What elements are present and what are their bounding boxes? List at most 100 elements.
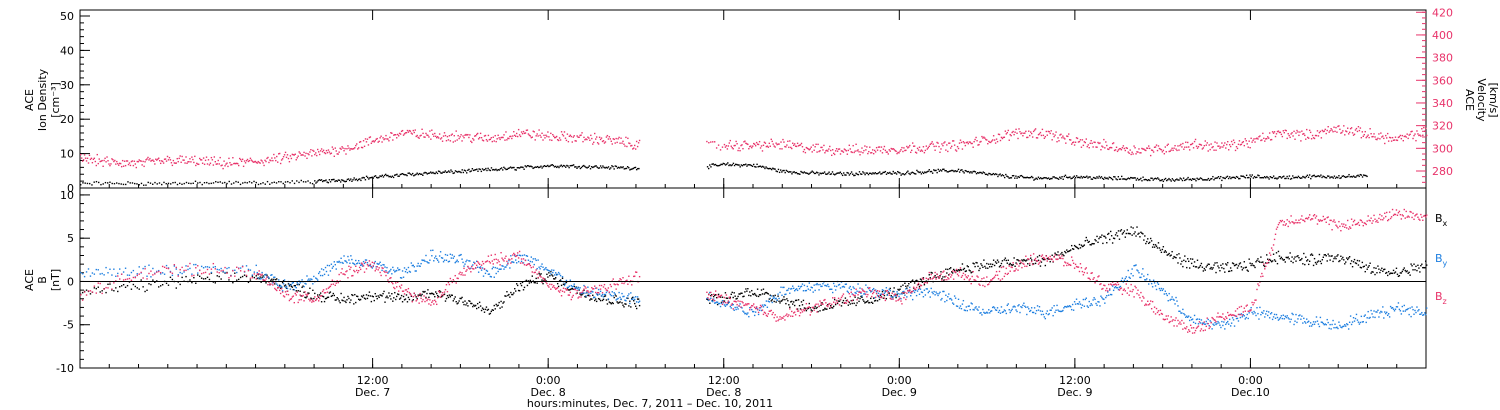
data-point	[733, 144, 735, 147]
data-point	[885, 297, 888, 300]
data-point	[1385, 134, 1387, 137]
data-point	[763, 166, 765, 168]
data-point	[1334, 323, 1336, 325]
data-point	[411, 172, 414, 175]
data-point	[1155, 288, 1158, 291]
data-point	[605, 166, 607, 169]
data-point	[892, 296, 894, 298]
data-point	[1267, 258, 1269, 260]
data-point	[331, 146, 334, 148]
data-point	[771, 168, 773, 171]
data-point	[148, 283, 150, 285]
data-point	[887, 290, 889, 293]
data-point	[1391, 272, 1394, 275]
data-point	[496, 169, 498, 172]
data-point	[272, 282, 274, 284]
data-point	[753, 292, 756, 295]
data-point	[1104, 176, 1106, 179]
data-point	[179, 155, 181, 157]
data-point	[380, 264, 382, 267]
data-point	[1334, 130, 1336, 133]
data-point	[891, 296, 893, 298]
data-point	[386, 295, 388, 297]
data-point	[1202, 179, 1204, 181]
data-point	[737, 149, 739, 152]
data-point	[491, 309, 494, 311]
data-point	[1203, 267, 1206, 270]
data-point	[538, 272, 540, 275]
data-point	[527, 280, 530, 282]
data-point	[205, 156, 208, 158]
data-point	[1259, 261, 1261, 264]
data-point	[1037, 176, 1040, 178]
data-point	[541, 279, 543, 281]
data-point	[782, 298, 784, 301]
data-point	[482, 140, 485, 142]
data-point	[395, 174, 397, 176]
data-point	[901, 146, 903, 149]
data-point	[181, 272, 183, 275]
data-point	[1171, 147, 1173, 149]
data-point	[570, 164, 573, 167]
data-point	[868, 302, 870, 304]
data-point	[757, 295, 760, 298]
data-point	[540, 165, 542, 167]
data-point	[491, 140, 494, 143]
data-point	[1318, 253, 1321, 256]
data-point	[911, 142, 914, 144]
data-point	[271, 274, 273, 276]
data-point	[412, 264, 414, 267]
data-point	[1385, 272, 1387, 274]
data-point	[230, 164, 232, 166]
data-point	[560, 131, 563, 133]
data-point	[486, 169, 488, 172]
data-point	[91, 184, 93, 186]
data-point	[373, 262, 375, 265]
data-point	[947, 296, 949, 298]
data-point	[425, 132, 427, 135]
data-point	[716, 165, 719, 167]
data-point	[1017, 137, 1019, 140]
data-point	[582, 140, 584, 143]
data-point	[151, 159, 153, 162]
data-point	[301, 279, 303, 281]
data-point	[1115, 178, 1117, 180]
data-point	[110, 163, 112, 165]
data-point	[1245, 316, 1247, 319]
data-point	[508, 293, 510, 296]
data-point	[193, 276, 195, 279]
data-point	[291, 153, 294, 156]
data-point	[1017, 305, 1019, 307]
data-point	[185, 181, 188, 184]
data-point	[818, 174, 820, 176]
data-point	[1258, 174, 1260, 177]
data-point	[579, 167, 582, 170]
data-point	[520, 166, 522, 168]
data-point	[288, 285, 291, 287]
data-point	[115, 287, 117, 289]
data-point	[1410, 131, 1412, 133]
data-point	[1063, 307, 1065, 309]
data-point	[1119, 230, 1122, 232]
data-point	[797, 145, 800, 147]
data-point	[849, 303, 851, 305]
data-point	[847, 172, 849, 174]
data-point	[208, 164, 211, 166]
data-point	[777, 293, 779, 295]
data-point	[337, 153, 339, 155]
data-point	[988, 309, 990, 311]
data-point	[1262, 312, 1264, 314]
data-point	[1083, 305, 1086, 307]
data-point	[522, 262, 525, 264]
data-point	[1036, 256, 1039, 258]
data-point	[592, 291, 594, 293]
data-point	[911, 149, 913, 152]
data-point	[1161, 289, 1164, 292]
data-point	[90, 157, 93, 160]
data-point	[504, 167, 506, 170]
data-point	[886, 151, 889, 153]
data-point	[1285, 256, 1287, 259]
data-point	[597, 297, 600, 300]
data-point	[1163, 293, 1166, 295]
data-point	[840, 173, 843, 175]
